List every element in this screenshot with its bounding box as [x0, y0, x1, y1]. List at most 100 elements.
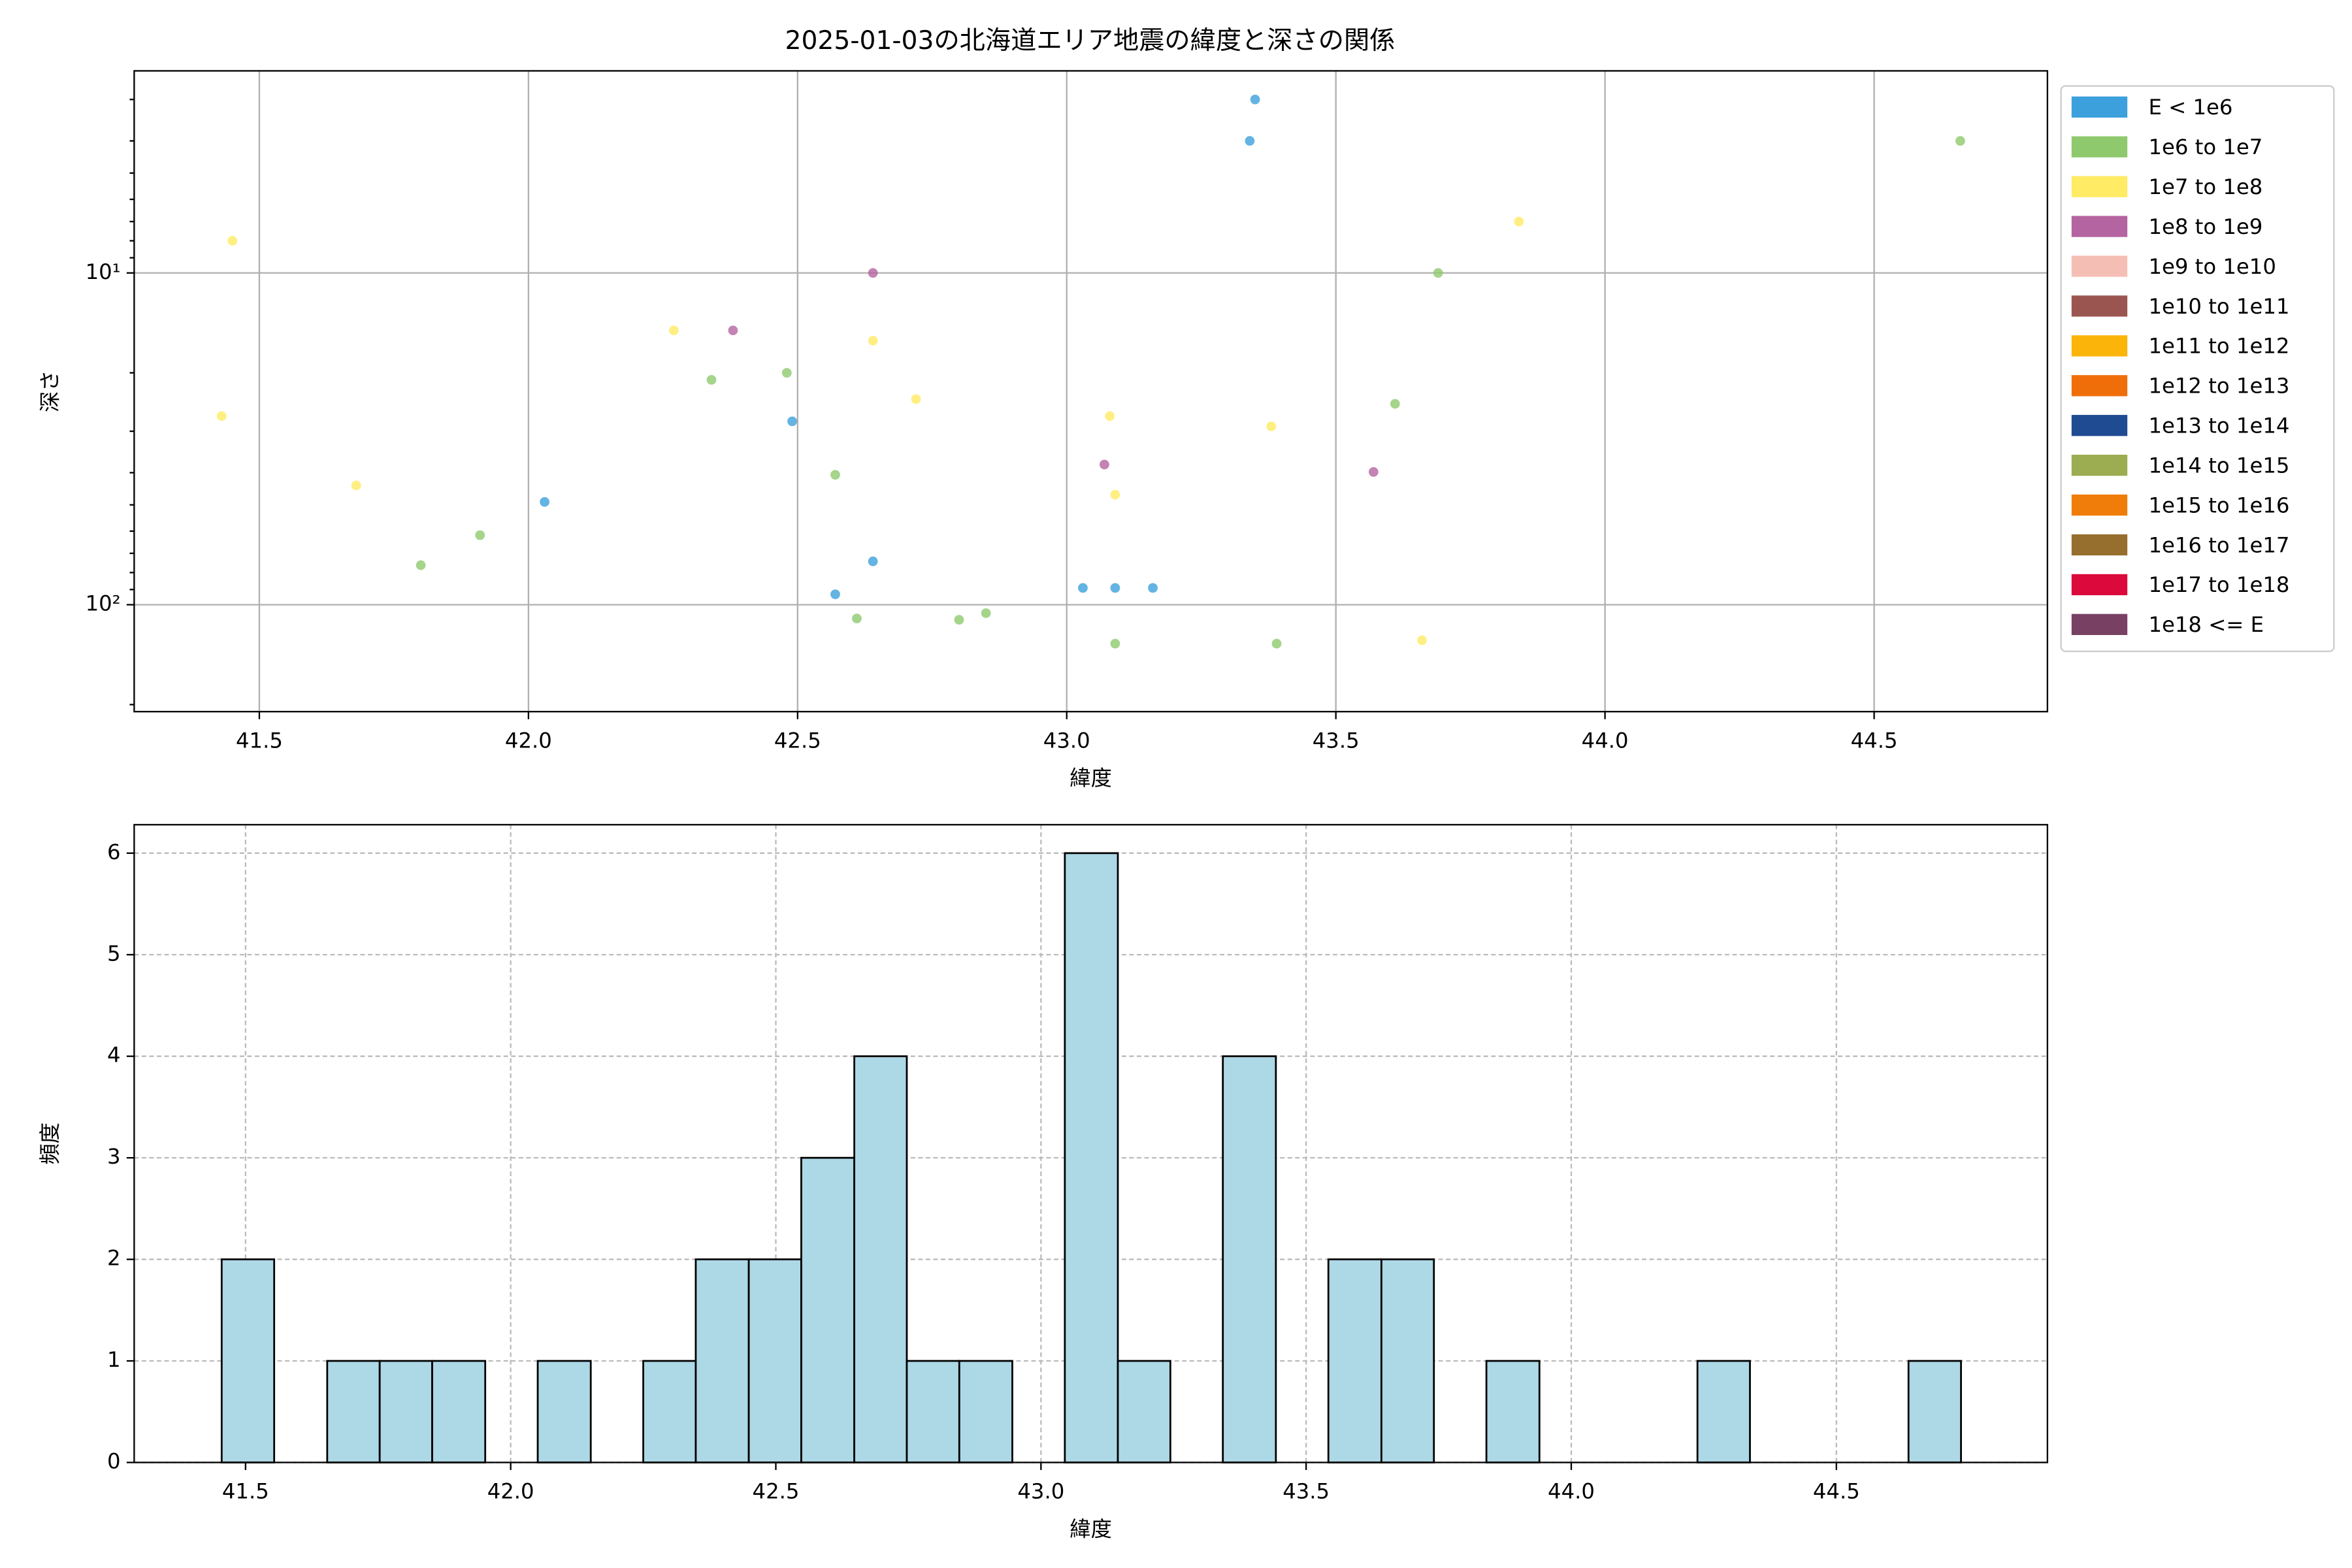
point [1368, 467, 1379, 477]
bar [326, 1360, 381, 1463]
point [868, 336, 878, 346]
y-tick-label: 1 [107, 1347, 121, 1372]
point [351, 480, 361, 491]
bar [1327, 1258, 1382, 1463]
y-tick-label: 10¹ [86, 259, 121, 284]
legend-label: 1e13 to 1e14 [2148, 414, 2289, 438]
x-tick-label: 42.5 [774, 728, 821, 753]
x-tick-label: 42.5 [753, 1479, 800, 1504]
legend-swatch [2071, 96, 2128, 118]
y-tick-label: 4 [107, 1043, 121, 1068]
legend-label: 1e11 to 1e12 [2148, 334, 2289, 359]
y-tick-label: 5 [107, 941, 121, 966]
point [787, 416, 797, 427]
legend-label: 1e9 to 1e10 [2148, 254, 2276, 279]
legend-label: 1e18 <= E [2148, 612, 2264, 637]
x-tick-label: 42.0 [505, 728, 552, 753]
bar [1907, 1360, 1962, 1463]
bar [1064, 852, 1119, 1463]
x-tick-label: 44.5 [1851, 728, 1898, 753]
legend-label: 1e15 to 1e16 [2148, 493, 2289, 517]
y-tick-label: 10² [86, 591, 121, 616]
bar [378, 1360, 433, 1463]
point [1100, 459, 1109, 470]
bar [1696, 1360, 1751, 1463]
legend-swatch [2071, 574, 2128, 596]
point [1105, 411, 1115, 421]
legend-swatch [2071, 255, 2128, 277]
x-tick-label: 44.5 [1813, 1479, 1860, 1504]
x-tick-label: 42.0 [487, 1479, 534, 1504]
x-axis-label: 緯度 [1070, 1516, 1112, 1541]
point [1245, 136, 1255, 146]
legend-label: E < 1e6 [2148, 95, 2232, 120]
x-tick-label: 41.5 [236, 728, 283, 753]
y-tick-label: 0 [107, 1448, 121, 1473]
point [706, 375, 717, 385]
legend-swatch [2071, 613, 2128, 635]
point [1110, 489, 1120, 500]
legend-label: 1e8 to 1e9 [2148, 214, 2262, 239]
point [781, 368, 792, 378]
legend-swatch [2071, 216, 2128, 237]
legend-label: 1e14 to 1e15 [2148, 453, 2289, 478]
bar [536, 1360, 592, 1463]
bar [906, 1360, 960, 1463]
point [852, 613, 862, 624]
legend-label: 1e12 to 1e13 [2148, 374, 2289, 399]
point [1078, 583, 1088, 593]
bar [800, 1156, 856, 1463]
legend-swatch [2071, 335, 2128, 357]
point [868, 268, 878, 278]
legend-swatch [2071, 534, 2128, 556]
point [728, 325, 738, 336]
x-tick-label: 43.5 [1282, 1479, 1330, 1504]
legend-swatch [2071, 295, 2128, 317]
chart-title: 2025-01-03の北海道エリア地震の緯度と深さの関係 [785, 26, 1396, 56]
legend-swatch [2071, 136, 2128, 157]
point [1148, 583, 1158, 593]
bar [431, 1360, 487, 1463]
bar [1485, 1360, 1541, 1463]
point [1390, 399, 1400, 409]
y-tick-label: 2 [107, 1246, 121, 1271]
x-axis-label: 緯度 [1070, 766, 1112, 791]
legend-swatch [2071, 494, 2128, 516]
legend-label: 1e7 to 1e8 [2148, 174, 2262, 199]
point [954, 615, 964, 625]
bar [853, 1055, 908, 1463]
point [1955, 136, 1965, 146]
point [1266, 421, 1277, 431]
legend-label: 1e10 to 1e11 [2148, 294, 2289, 319]
legend-swatch [2071, 375, 2128, 397]
point [1514, 216, 1524, 227]
legend-box [2060, 85, 2335, 653]
legend-label: 1e17 to 1e18 [2148, 572, 2289, 597]
bar [1117, 1360, 1171, 1463]
bar [220, 1258, 276, 1463]
point [1433, 268, 1443, 278]
y-tick-label: 6 [107, 840, 121, 864]
point [216, 411, 227, 421]
legend-label: 1e16 to 1e17 [2148, 532, 2289, 557]
point [1250, 94, 1260, 105]
legend-swatch [2071, 455, 2128, 476]
legend-swatch [2071, 176, 2128, 197]
point [830, 589, 840, 599]
x-tick-label: 41.5 [222, 1479, 269, 1504]
bar [747, 1258, 802, 1463]
bar [1380, 1258, 1435, 1463]
bar [642, 1360, 697, 1463]
legend-swatch [2071, 415, 2128, 436]
point [475, 530, 485, 540]
point [1271, 638, 1282, 649]
point [1110, 583, 1120, 593]
y-tick-label: 3 [107, 1144, 121, 1169]
plot-frame [133, 70, 2048, 713]
bar [694, 1258, 750, 1463]
x-tick-label: 44.0 [1548, 1479, 1595, 1504]
point [668, 325, 679, 336]
bar [1222, 1055, 1277, 1463]
